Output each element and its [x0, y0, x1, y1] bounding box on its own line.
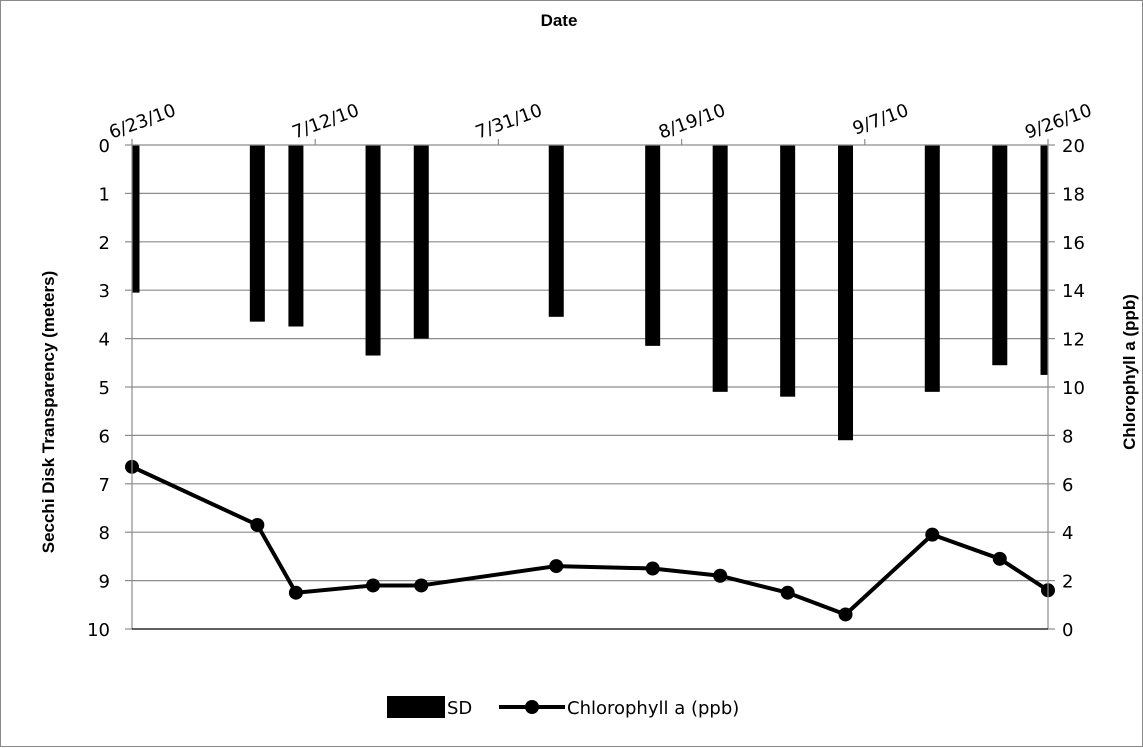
sd-bar — [1040, 145, 1048, 375]
sd-bar — [132, 145, 140, 293]
legend-chlorophyll-label: Chlorophyll a (ppb) — [567, 698, 739, 719]
chlorophyll-point — [780, 585, 795, 600]
legend-sd-label: SD — [447, 698, 472, 719]
left-y-tick-label: 4 — [99, 330, 110, 351]
sd-bars — [132, 145, 1048, 441]
right-y-tick-label: 8 — [1062, 426, 1073, 447]
chlorophyll-point — [366, 578, 381, 593]
chlorophyll-line — [131, 465, 1050, 617]
chlorophyll-point — [992, 551, 1007, 566]
sd-bar — [924, 145, 940, 392]
chlorophyll-point — [713, 568, 728, 583]
sd-bar — [288, 145, 304, 327]
left-y-tick-labels: 0 1 2 3 4 5 6 7 8 9 10 — [87, 136, 110, 641]
left-y-tick-label: 8 — [99, 523, 110, 544]
left-y-tick-label: 6 — [99, 426, 110, 447]
left-y-tick-label: 5 — [99, 378, 110, 399]
legend: SD Chlorophyll a (ppb) — [387, 696, 739, 719]
legend-chlorophyll-marker — [525, 700, 539, 714]
right-y-tick-label: 0 — [1062, 620, 1073, 641]
x-tick-label: 7/12/10 — [290, 100, 362, 143]
sd-bar — [780, 145, 796, 397]
sd-bar — [365, 145, 381, 356]
axes — [125, 139, 1055, 630]
right-y-axis-title: Chlorophyll a (ppb) — [1120, 294, 1139, 450]
right-y-tick-label: 6 — [1062, 475, 1073, 496]
sd-bar — [838, 145, 854, 441]
sd-bar — [548, 145, 564, 317]
right-y-tick-label: 14 — [1062, 281, 1085, 302]
sd-bar — [249, 145, 265, 322]
chlorophyll-point — [414, 578, 429, 593]
chlorophyll-point — [549, 559, 564, 574]
chlorophyll-point — [288, 585, 303, 600]
right-y-tick-label: 20 — [1062, 136, 1085, 157]
left-y-tick-label: 3 — [99, 281, 110, 302]
left-y-tick-label: 7 — [99, 475, 110, 496]
legend-sd-swatch — [387, 696, 445, 718]
chlorophyll-line-layer — [125, 459, 1055, 622]
chlorophyll-point — [645, 561, 660, 576]
x-tick-label: 9/7/10 — [850, 100, 912, 140]
chlorophyll-point — [250, 517, 265, 532]
right-y-tick-label: 16 — [1062, 233, 1085, 254]
left-y-tick-label: 1 — [99, 184, 110, 205]
left-y-tick-label: 2 — [99, 233, 110, 254]
right-y-tick-label: 4 — [1062, 523, 1073, 544]
right-y-tick-label: 18 — [1062, 184, 1085, 205]
right-y-tick-label: 12 — [1062, 330, 1085, 351]
sd-bar — [992, 145, 1008, 366]
sd-bar — [712, 145, 728, 392]
left-y-tick-label: 0 — [99, 136, 110, 157]
gridlines — [132, 192, 1048, 582]
x-tick-label: 8/19/10 — [656, 100, 728, 143]
left-y-tick-label: 9 — [99, 572, 110, 593]
sd-bar — [413, 145, 429, 339]
x-tick-label: 7/31/10 — [473, 100, 545, 143]
chlorophyll-point — [838, 607, 853, 622]
sd-bar — [645, 145, 661, 346]
x-tick-label: 6/23/10 — [106, 100, 178, 143]
right-y-tick-label: 10 — [1062, 378, 1085, 399]
left-y-tick-label: 10 — [87, 620, 110, 641]
chlorophyll-point — [925, 527, 940, 542]
x-tick-labels: 6/23/10 7/12/10 7/31/10 8/19/10 9/7/10 9/26/1… — [106, 100, 1094, 143]
left-y-axis-title: Secchi Disk Transparency (meters) — [39, 271, 58, 554]
right-y-tick-label: 2 — [1062, 572, 1073, 593]
x-axis-title: Date — [541, 11, 578, 30]
